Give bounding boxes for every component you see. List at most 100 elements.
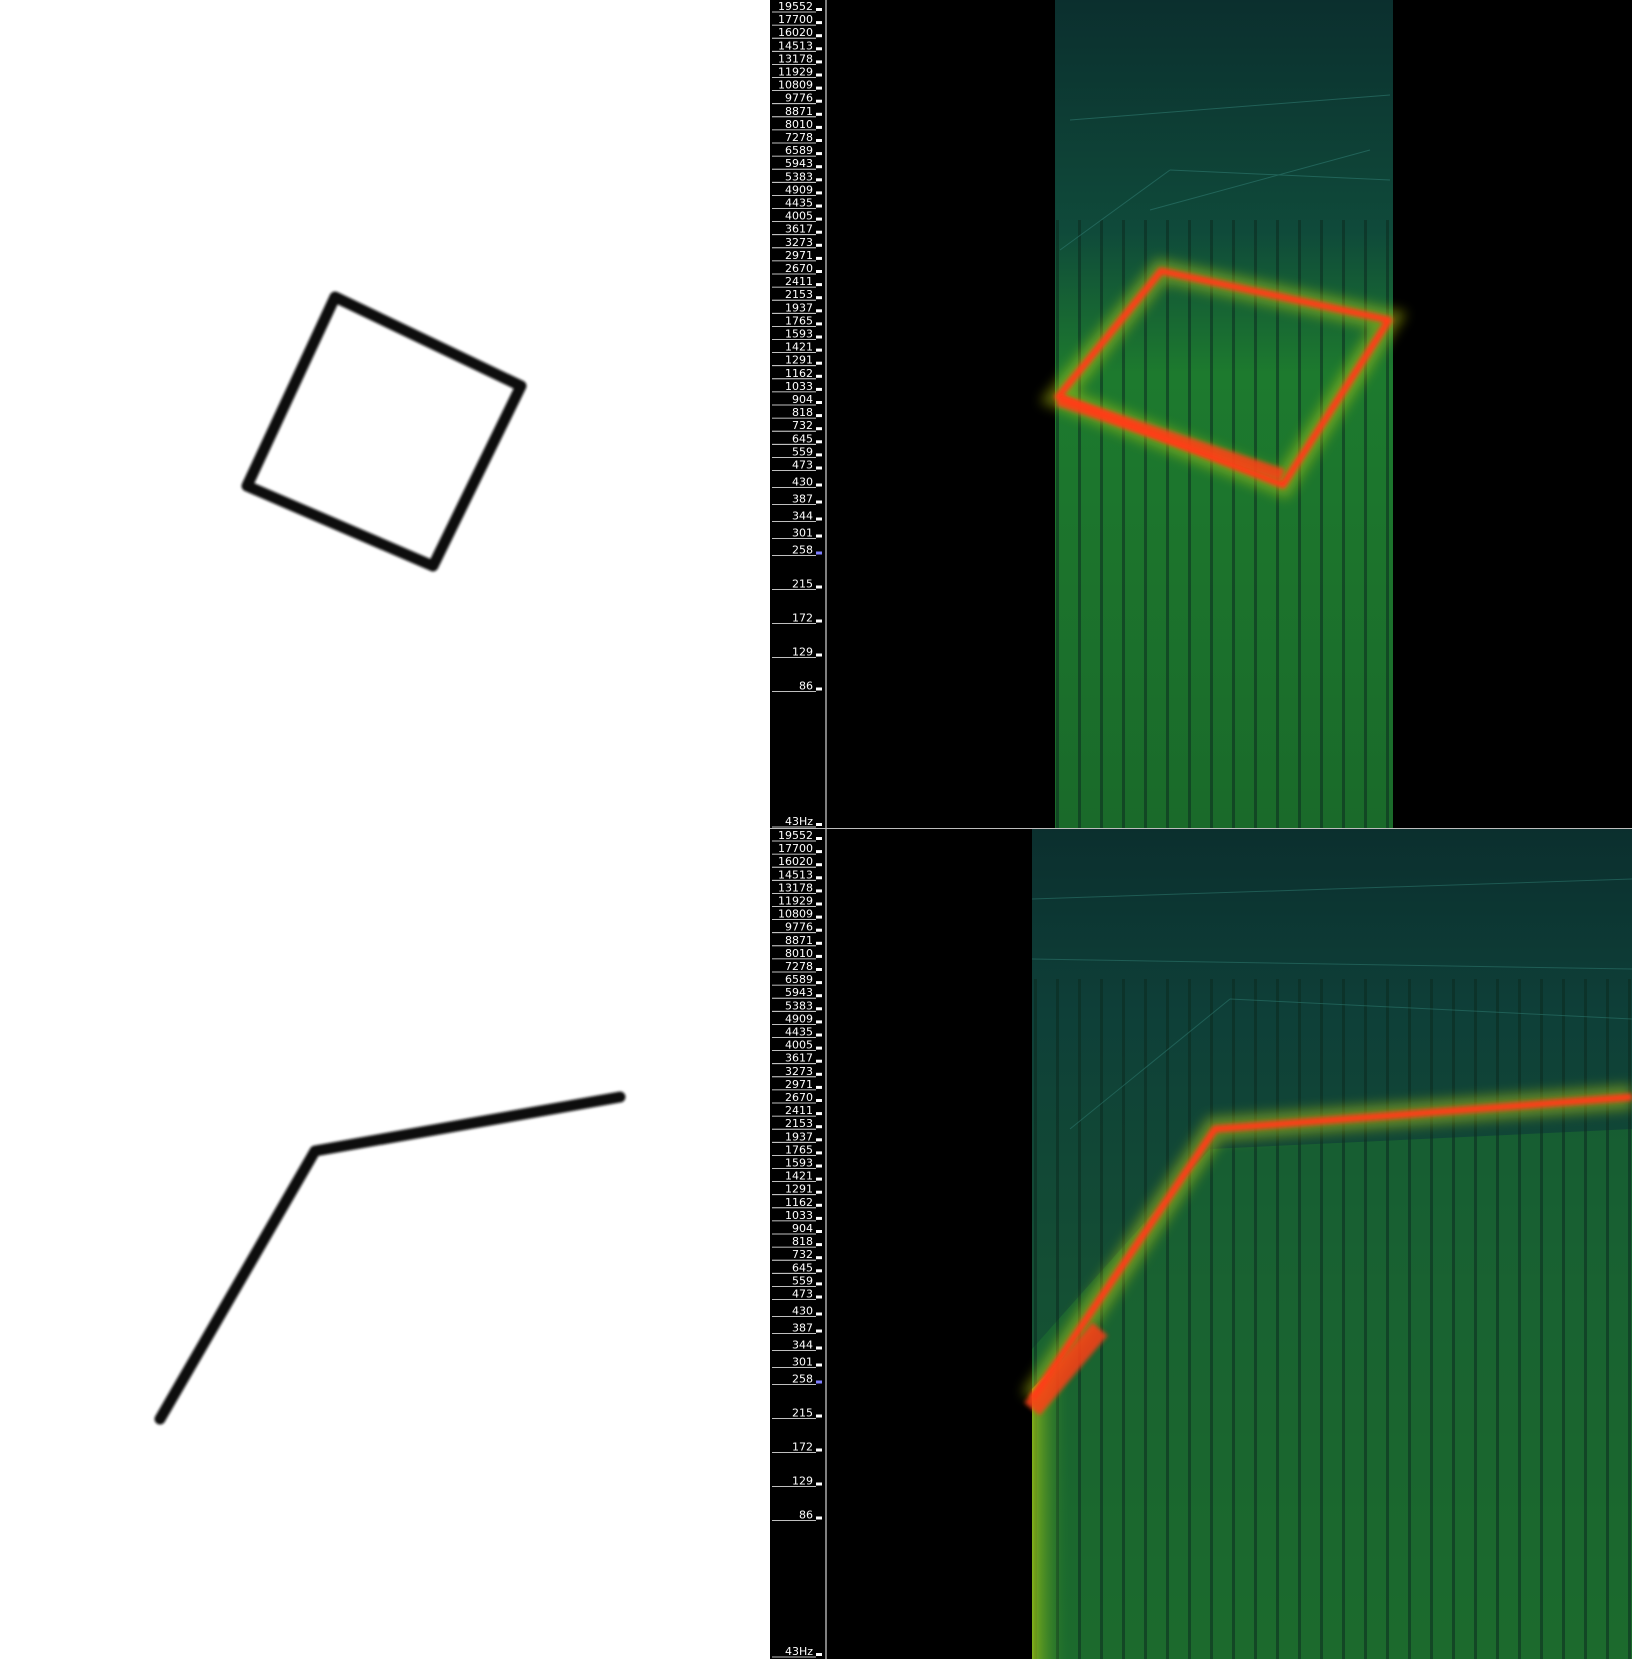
- axis-tick-marker: [816, 230, 822, 234]
- axis-tick-label: 14513: [778, 868, 813, 881]
- axis-tick-label: 129: [792, 646, 813, 659]
- axis-tick-marker: [816, 414, 822, 418]
- axis-tick-label: 430: [792, 476, 813, 489]
- axis-tick-label: 3617: [785, 1052, 813, 1065]
- axis-tick-label: 818: [792, 406, 813, 419]
- axis-tick-marker: [816, 1380, 822, 1384]
- axis-tick-label: 1937: [785, 1130, 813, 1143]
- axis-tick-label: 2971: [785, 1078, 813, 1091]
- axis-tick-marker: [816, 204, 822, 208]
- axis-tick-label: 2153: [785, 288, 813, 301]
- axis-tick-label: 344: [792, 1339, 813, 1352]
- axis-tick-marker: [816, 178, 822, 182]
- axis-tick-label: 17700: [778, 842, 813, 855]
- axis-tick-marker: [816, 1138, 822, 1142]
- frequency-axis-labels-top: 1955217700160201451313178119291080997768…: [772, 0, 822, 828]
- axis-tick-marker: [816, 534, 822, 538]
- axis-tick-label: 387: [792, 1322, 813, 1335]
- axis-tick-marker: [816, 453, 822, 457]
- axis-tick-marker: [816, 1177, 822, 1181]
- axis-tick-marker: [816, 1203, 822, 1207]
- spectrogram-square-ridge: [1054, 267, 1393, 489]
- axis-tick-label: 1593: [785, 328, 813, 341]
- axis-tick-label: 301: [792, 1356, 813, 1369]
- axis-tick-marker: [816, 270, 822, 273]
- spectrogram-panel-top[interactable]: 19552 17700 16020 14513 13178 11929 10809 9776 8…: [770, 0, 1632, 829]
- axis-tick-label: 2411: [785, 1104, 813, 1117]
- axis-tick-marker: [816, 1230, 822, 1233]
- axis-tick-marker: [816, 152, 822, 156]
- axis-tick-marker: [816, 466, 822, 470]
- axis-tick-marker: [816, 243, 822, 247]
- axis-tick-label: 818: [792, 1235, 813, 1248]
- axis-tick-label: 1291: [785, 354, 813, 367]
- axis-tick-marker: [816, 941, 822, 945]
- axis-tick-marker: [816, 374, 822, 378]
- axis-tick-marker: [816, 1269, 822, 1273]
- axis-tick-marker: [816, 8, 822, 11]
- axis-tick-label: 7278: [785, 131, 813, 144]
- drawing-canvas-bottom[interactable]: [0, 829, 770, 1659]
- axis-tick-label: 9776: [785, 921, 813, 934]
- axis-tick-label: 732: [792, 419, 813, 432]
- axis-tick-label: 2153: [785, 1117, 813, 1130]
- axis-tick-label: 430: [792, 1305, 813, 1318]
- drawing-canvas-top[interactable]: [0, 0, 770, 829]
- axis-tick-marker: [816, 850, 822, 854]
- axis-tick-marker: [816, 112, 822, 116]
- axis-tick-marker: [816, 99, 822, 103]
- axis-tick-label: 1765: [785, 314, 813, 327]
- axis-tick-marker: [816, 1125, 822, 1129]
- axis-tick-marker: [816, 1282, 822, 1286]
- axis-tick-label: 1421: [785, 1170, 813, 1183]
- axis-tick-label: 5943: [785, 986, 813, 999]
- axis-tick-label: 215: [792, 578, 813, 591]
- axis-tick-marker: [816, 1243, 822, 1247]
- axis-tick-marker: [816, 348, 822, 352]
- axis-tick-label: 904: [792, 1222, 813, 1235]
- axis-tick-label: 3273: [785, 1065, 813, 1078]
- spectrogram-panel-bottom[interactable]: 19552 17700 16020 14513 13178 11929 10809 9776 8…: [770, 829, 1632, 1659]
- axis-tick-marker: [816, 653, 822, 657]
- axis-tick-marker: [816, 34, 822, 38]
- axis-tick-label: 559: [792, 445, 813, 458]
- axis-tick-label: 86: [799, 1509, 813, 1522]
- axis-tick-label: 8871: [785, 934, 813, 947]
- axis-tick-marker: [816, 165, 822, 169]
- axis-tick-marker: [816, 47, 822, 51]
- axis-tick-label: 2411: [785, 275, 813, 288]
- axis-tick-label: 258: [792, 1373, 813, 1386]
- axis-tick-marker: [816, 125, 822, 129]
- axis-tick-marker: [816, 837, 822, 840]
- axis-tick-marker: [816, 1295, 822, 1299]
- axis-tick-label: 86: [799, 680, 813, 693]
- axis-tick-marker: [816, 283, 822, 287]
- axis-tick-marker: [816, 1216, 822, 1220]
- axis-tick-label: 904: [792, 393, 813, 406]
- axis-tick-marker: [816, 994, 822, 998]
- axis-tick-marker: [816, 1059, 822, 1063]
- axis-tick-label: 2670: [785, 1091, 813, 1104]
- axis-tick-marker: [816, 387, 822, 391]
- axis-tick-marker: [816, 823, 822, 826]
- axis-tick-label: 1593: [785, 1157, 813, 1170]
- axis-tick-label: 172: [792, 1441, 813, 1454]
- axis-tick-label: 645: [792, 432, 813, 445]
- axis-tick-label: 8010: [785, 118, 813, 131]
- axis-tick-label: 43Hz: [785, 815, 813, 828]
- axis-tick-marker: [816, 256, 822, 260]
- axis-tick-marker: [816, 440, 822, 444]
- axis-tick-label: 13178: [778, 52, 813, 65]
- axis-tick-marker: [816, 981, 822, 985]
- axis-tick-marker: [816, 1329, 822, 1333]
- axis-tick-marker: [816, 902, 822, 906]
- axis-tick-label: 8871: [785, 105, 813, 118]
- axis-tick-label: 559: [792, 1274, 813, 1287]
- spectrogram-svg-bottom: 1955217700160201451313178119291080997768…: [770, 829, 1632, 1659]
- axis-tick-label: 473: [792, 459, 813, 472]
- axis-tick-label: 2971: [785, 249, 813, 262]
- axis-tick-marker: [816, 217, 822, 221]
- axis-tick-marker: [816, 1007, 822, 1011]
- axis-tick-marker: [816, 1414, 822, 1418]
- axis-tick-label: 1937: [785, 301, 813, 314]
